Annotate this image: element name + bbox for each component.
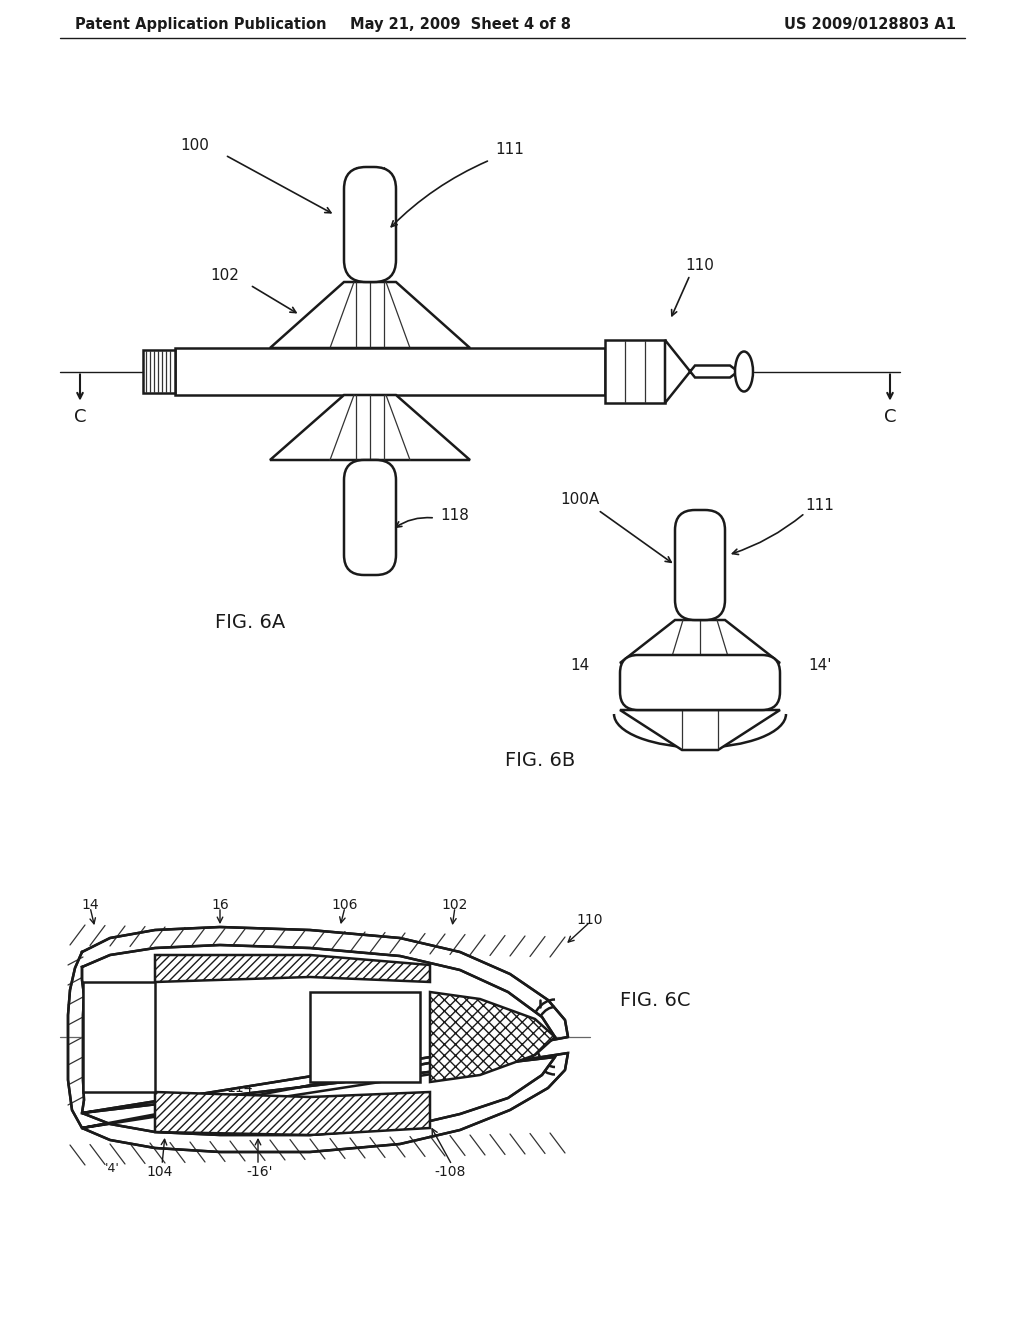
Text: 14: 14 (570, 657, 590, 672)
Text: 110: 110 (577, 913, 603, 927)
Ellipse shape (735, 351, 753, 392)
Polygon shape (620, 620, 780, 663)
Text: May 21, 2009  Sheet 4 of 8: May 21, 2009 Sheet 4 of 8 (349, 17, 570, 33)
Text: FIG. 6C: FIG. 6C (620, 990, 690, 1010)
Polygon shape (665, 341, 738, 403)
Text: 100A: 100A (560, 492, 600, 507)
Text: 106: 106 (332, 898, 358, 912)
FancyBboxPatch shape (344, 168, 396, 282)
Text: 114: 114 (226, 1081, 253, 1096)
FancyBboxPatch shape (620, 655, 780, 710)
Text: 16: 16 (211, 898, 229, 912)
Polygon shape (175, 348, 605, 395)
Text: '4': '4' (104, 1162, 120, 1175)
Text: 111: 111 (496, 143, 524, 157)
Polygon shape (155, 954, 430, 982)
Text: C: C (74, 408, 86, 426)
Text: 118: 118 (440, 507, 469, 523)
Text: 104: 104 (146, 1166, 173, 1179)
Polygon shape (270, 282, 470, 348)
Polygon shape (68, 927, 568, 1152)
Polygon shape (310, 993, 420, 1082)
Text: 102: 102 (211, 268, 240, 282)
Text: FIG. 6A: FIG. 6A (215, 612, 285, 631)
Text: Patent Application Publication: Patent Application Publication (75, 17, 327, 33)
Text: US 2009/0128803 A1: US 2009/0128803 A1 (784, 17, 956, 33)
Polygon shape (430, 993, 555, 1082)
Text: 14: 14 (81, 898, 98, 912)
Text: 112: 112 (226, 973, 253, 987)
Polygon shape (605, 341, 665, 403)
Polygon shape (83, 982, 155, 1092)
Polygon shape (270, 395, 470, 459)
Polygon shape (155, 1092, 430, 1135)
Polygon shape (82, 945, 555, 1135)
Text: 110: 110 (685, 257, 715, 272)
FancyBboxPatch shape (675, 510, 725, 620)
Text: 111: 111 (806, 498, 835, 512)
Text: -16': -16' (247, 1166, 273, 1179)
Text: 14': 14' (808, 657, 831, 672)
Text: -108: -108 (434, 1166, 466, 1179)
FancyBboxPatch shape (344, 459, 396, 576)
Text: C: C (884, 408, 896, 426)
Text: FIG. 6B: FIG. 6B (505, 751, 575, 770)
Text: 116: 116 (347, 995, 374, 1008)
Text: 102: 102 (441, 898, 468, 912)
Text: 100: 100 (180, 137, 210, 153)
Polygon shape (620, 710, 780, 750)
Polygon shape (143, 350, 175, 393)
